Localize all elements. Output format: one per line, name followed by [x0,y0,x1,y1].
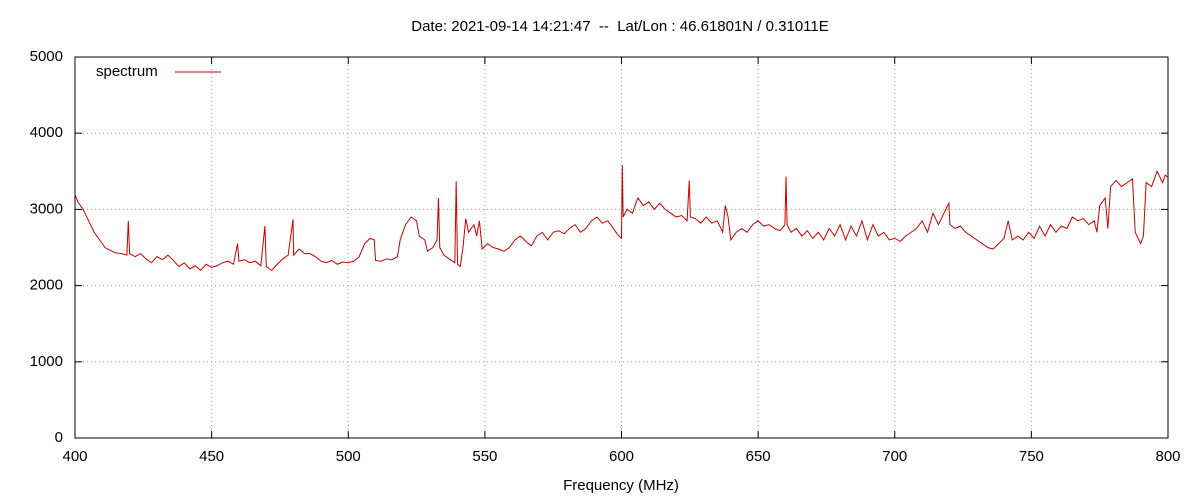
x-tick-label: 400 [62,448,87,465]
x-axis-label: Frequency (MHz) [563,477,679,494]
x-tick-label: 450 [199,448,224,465]
legend-label: spectrum [96,63,158,80]
x-tick-label: 800 [1155,448,1180,465]
x-tick-label: 600 [609,448,634,465]
y-tick-label: 4000 [30,124,63,141]
plot-frame [74,56,1169,439]
y-tick-label: 1000 [30,353,63,370]
x-tick-label: 750 [1019,448,1044,465]
x-tick-label: 550 [472,448,497,465]
y-tick-label: 3000 [30,200,63,217]
y-tick-label: 2000 [30,277,63,294]
chart-title: Date: 2021-09-14 14:21:47 -- Lat/Lon : 4… [411,18,829,35]
x-tick-label: 700 [882,448,907,465]
y-tick-label: 5000 [30,48,63,65]
y-tick-label: 0 [55,429,63,446]
x-tick-label: 650 [746,448,771,465]
x-tick-label: 500 [336,448,361,465]
series-line [74,165,1169,272]
